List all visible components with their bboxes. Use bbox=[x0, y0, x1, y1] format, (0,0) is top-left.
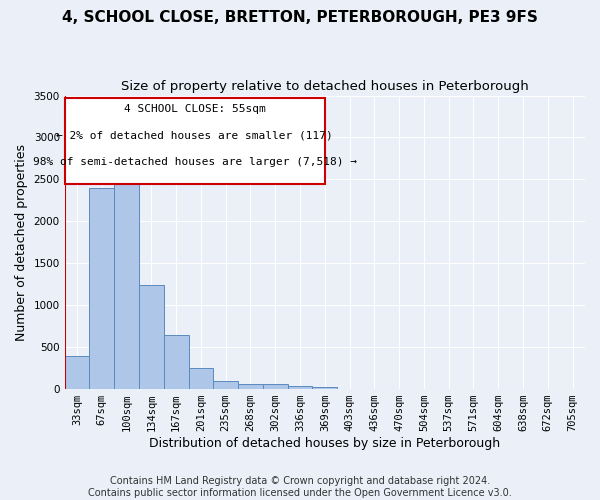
Text: 98% of semi-detached houses are larger (7,518) →: 98% of semi-detached houses are larger (… bbox=[33, 157, 357, 167]
Bar bbox=[238, 384, 263, 389]
Bar bbox=[188, 368, 214, 389]
FancyBboxPatch shape bbox=[65, 98, 325, 184]
Text: 4, SCHOOL CLOSE, BRETTON, PETERBOROUGH, PE3 9FS: 4, SCHOOL CLOSE, BRETTON, PETERBOROUGH, … bbox=[62, 10, 538, 25]
Bar bbox=[263, 384, 287, 389]
Y-axis label: Number of detached properties: Number of detached properties bbox=[15, 144, 28, 341]
X-axis label: Distribution of detached houses by size in Peterborough: Distribution of detached houses by size … bbox=[149, 437, 500, 450]
Bar bbox=[287, 386, 313, 389]
Bar bbox=[65, 356, 89, 389]
Title: Size of property relative to detached houses in Peterborough: Size of property relative to detached ho… bbox=[121, 80, 529, 93]
Bar bbox=[214, 381, 238, 389]
Text: Contains HM Land Registry data © Crown copyright and database right 2024.
Contai: Contains HM Land Registry data © Crown c… bbox=[88, 476, 512, 498]
Bar bbox=[89, 188, 114, 389]
Bar bbox=[164, 336, 188, 389]
Bar bbox=[139, 285, 164, 389]
Text: 4 SCHOOL CLOSE: 55sqm: 4 SCHOOL CLOSE: 55sqm bbox=[124, 104, 266, 115]
Bar bbox=[114, 171, 139, 389]
Bar bbox=[313, 386, 337, 389]
Text: ← 2% of detached houses are smaller (117): ← 2% of detached houses are smaller (117… bbox=[56, 131, 333, 141]
